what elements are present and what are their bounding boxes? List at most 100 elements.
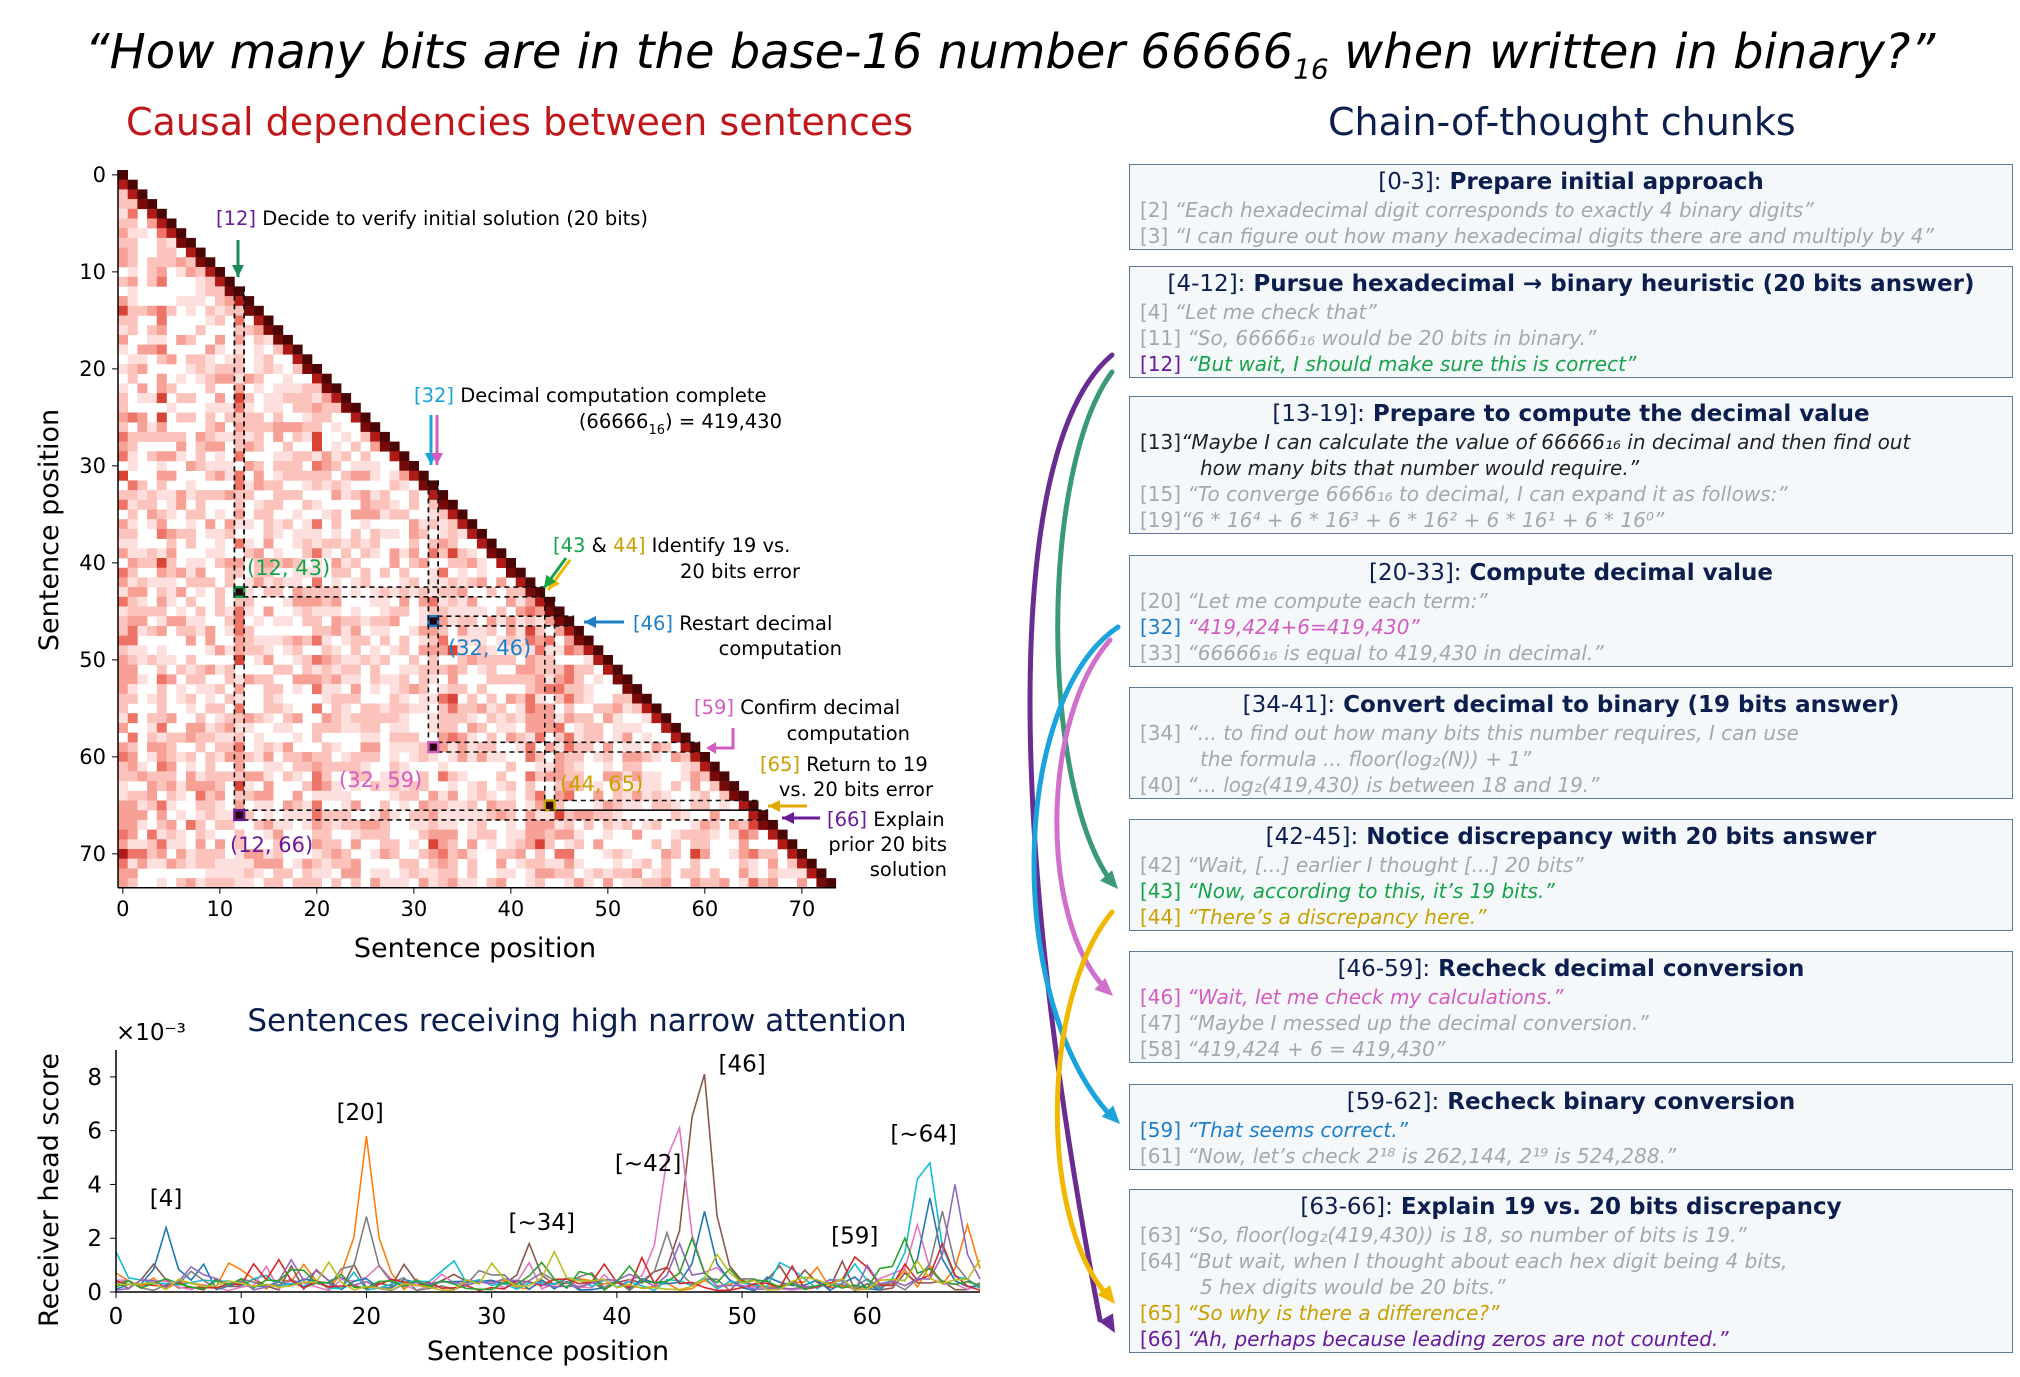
- heatmap-cell: [341, 567, 352, 578]
- heatmap-cell: [360, 722, 371, 733]
- heatmap-cell: [661, 868, 672, 879]
- heatmap-cell: [312, 548, 322, 559]
- heatmap-cell: [506, 839, 516, 850]
- heatmap-cell: [457, 878, 468, 889]
- x-tick-label: 0: [116, 897, 129, 921]
- heatmap-cell: [185, 257, 196, 268]
- heatmap-cell: [273, 819, 284, 830]
- heatmap-cell: [312, 538, 322, 549]
- heatmap-cell: [282, 635, 293, 646]
- heatmap-cell: [331, 781, 342, 792]
- heatmap-cell: [680, 742, 691, 753]
- arc-44-65: [1054, 909, 1115, 1304]
- heatmap-cell: [312, 480, 322, 491]
- chunk-box: [13-19]: Prepare to compute the decimal …: [1129, 396, 2013, 534]
- heatmap-cell: [379, 781, 390, 792]
- peak-label: [~64]: [890, 1121, 956, 1147]
- heatmap-cell: [331, 878, 342, 889]
- heatmap-cell: [176, 606, 187, 617]
- heatmap-cell: [321, 752, 332, 762]
- heatmap-cell: [622, 693, 633, 704]
- heatmap-cell: [476, 577, 487, 588]
- heatmap-cell: [321, 587, 332, 598]
- heatmap-cell: [370, 625, 381, 636]
- heatmap-cell: [409, 528, 419, 539]
- heatmap-cell: [331, 684, 342, 695]
- heatmap-cell: [360, 509, 371, 520]
- heatmap-cell: [583, 655, 594, 665]
- heatmap-cell: [496, 752, 507, 762]
- heatmap-cell: [118, 402, 128, 413]
- chunk-range: [0-3]:: [1378, 169, 1442, 195]
- heatmap-cell: [525, 674, 536, 685]
- heatmap-cell: [273, 431, 284, 442]
- chunk-range: [20-33]:: [1369, 560, 1462, 586]
- heatmap-cell: [564, 742, 575, 753]
- heatmap-cell: [234, 402, 245, 413]
- heatmap-cell: [282, 645, 293, 656]
- heatmap-cell: [273, 519, 284, 530]
- heatmap-cell: [389, 645, 400, 656]
- heatmap-cell: [263, 781, 274, 792]
- heatmap-cell: [215, 509, 225, 520]
- heatmap-cell: [564, 790, 575, 801]
- heatmap-cell: [263, 761, 274, 772]
- heatmap-cell: [651, 800, 662, 811]
- heatmap-cell: [428, 849, 439, 859]
- heatmap-cell: [312, 470, 322, 481]
- heatmap-cell: [331, 810, 342, 821]
- heatmap-cell: [360, 742, 371, 753]
- heatmap-cell: [118, 276, 128, 287]
- heatmap-cell: [312, 752, 322, 762]
- heatmap-cell: [603, 810, 613, 821]
- heatmap-cell: [253, 422, 264, 433]
- heatmap-cell: [302, 781, 313, 792]
- heatmap-cell: [292, 752, 303, 762]
- heatmap-cell: [515, 674, 526, 685]
- heatmap-cell: [127, 286, 138, 297]
- heatmap-cell: [176, 625, 187, 636]
- annotation-65-line2: vs. 20 bits error: [779, 778, 934, 801]
- heatmap-cell: [379, 878, 390, 889]
- heatmap-cell: [312, 558, 322, 568]
- heatmap-cell: [593, 781, 604, 792]
- heatmap-cell: [273, 849, 284, 859]
- heatmap-cell: [234, 364, 245, 374]
- heatmap-cell: [147, 431, 158, 442]
- heatmap-cell: [127, 189, 138, 200]
- heatmap-cell: [215, 393, 225, 404]
- heatmap-cell: [573, 752, 584, 762]
- heatmap-cell: [166, 228, 177, 239]
- heatmap-cell: [758, 849, 769, 859]
- heatmap-cell: [447, 577, 458, 588]
- heatmap-cell: [176, 732, 187, 743]
- heatmap-cell: [302, 538, 313, 549]
- heatmap-cell: [379, 839, 390, 850]
- heatmap-cell: [302, 528, 313, 539]
- chunk-box: [20-33]: Compute decimal value [20] “Let …: [1129, 555, 2013, 667]
- heatmap-cell: [176, 373, 187, 384]
- heatmap-cell: [729, 790, 740, 801]
- heatmap-cell: [486, 810, 497, 821]
- heatmap-cell: [292, 596, 303, 607]
- heatmap-cell: [806, 858, 817, 869]
- heatmap-cell: [156, 606, 167, 617]
- heatmap-cell: [535, 674, 546, 685]
- heatmap-cell: [195, 441, 206, 452]
- heatmap-cell: [312, 781, 322, 792]
- heatmap-cell: [273, 577, 284, 588]
- heatmap-cell: [690, 839, 701, 850]
- heatmap-cell: [447, 732, 458, 743]
- heatmap-cell: [127, 635, 138, 646]
- heatmap-cell: [273, 490, 284, 501]
- heatmap-cell: [399, 567, 410, 578]
- heatmap-cell: [341, 451, 352, 462]
- heatmap-cell: [428, 635, 439, 646]
- heatmap-cell: [312, 451, 322, 462]
- heatmap-cell: [244, 713, 255, 724]
- heatmap-cell: [389, 790, 400, 801]
- heatmap-cell: [331, 441, 342, 452]
- heatmap-cell: [253, 858, 264, 869]
- heatmap-cell: [438, 664, 449, 675]
- heatmap-cell: [496, 655, 507, 665]
